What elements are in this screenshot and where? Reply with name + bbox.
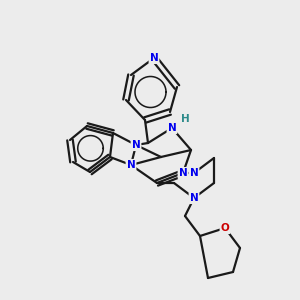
Text: N: N: [132, 140, 140, 150]
Text: N: N: [190, 168, 198, 178]
Text: N: N: [127, 160, 135, 170]
Text: H: H: [181, 114, 189, 124]
Text: N: N: [168, 123, 176, 133]
Text: N: N: [178, 168, 188, 178]
Text: O: O: [220, 223, 230, 233]
Text: N: N: [190, 193, 198, 203]
Text: N: N: [150, 53, 158, 63]
